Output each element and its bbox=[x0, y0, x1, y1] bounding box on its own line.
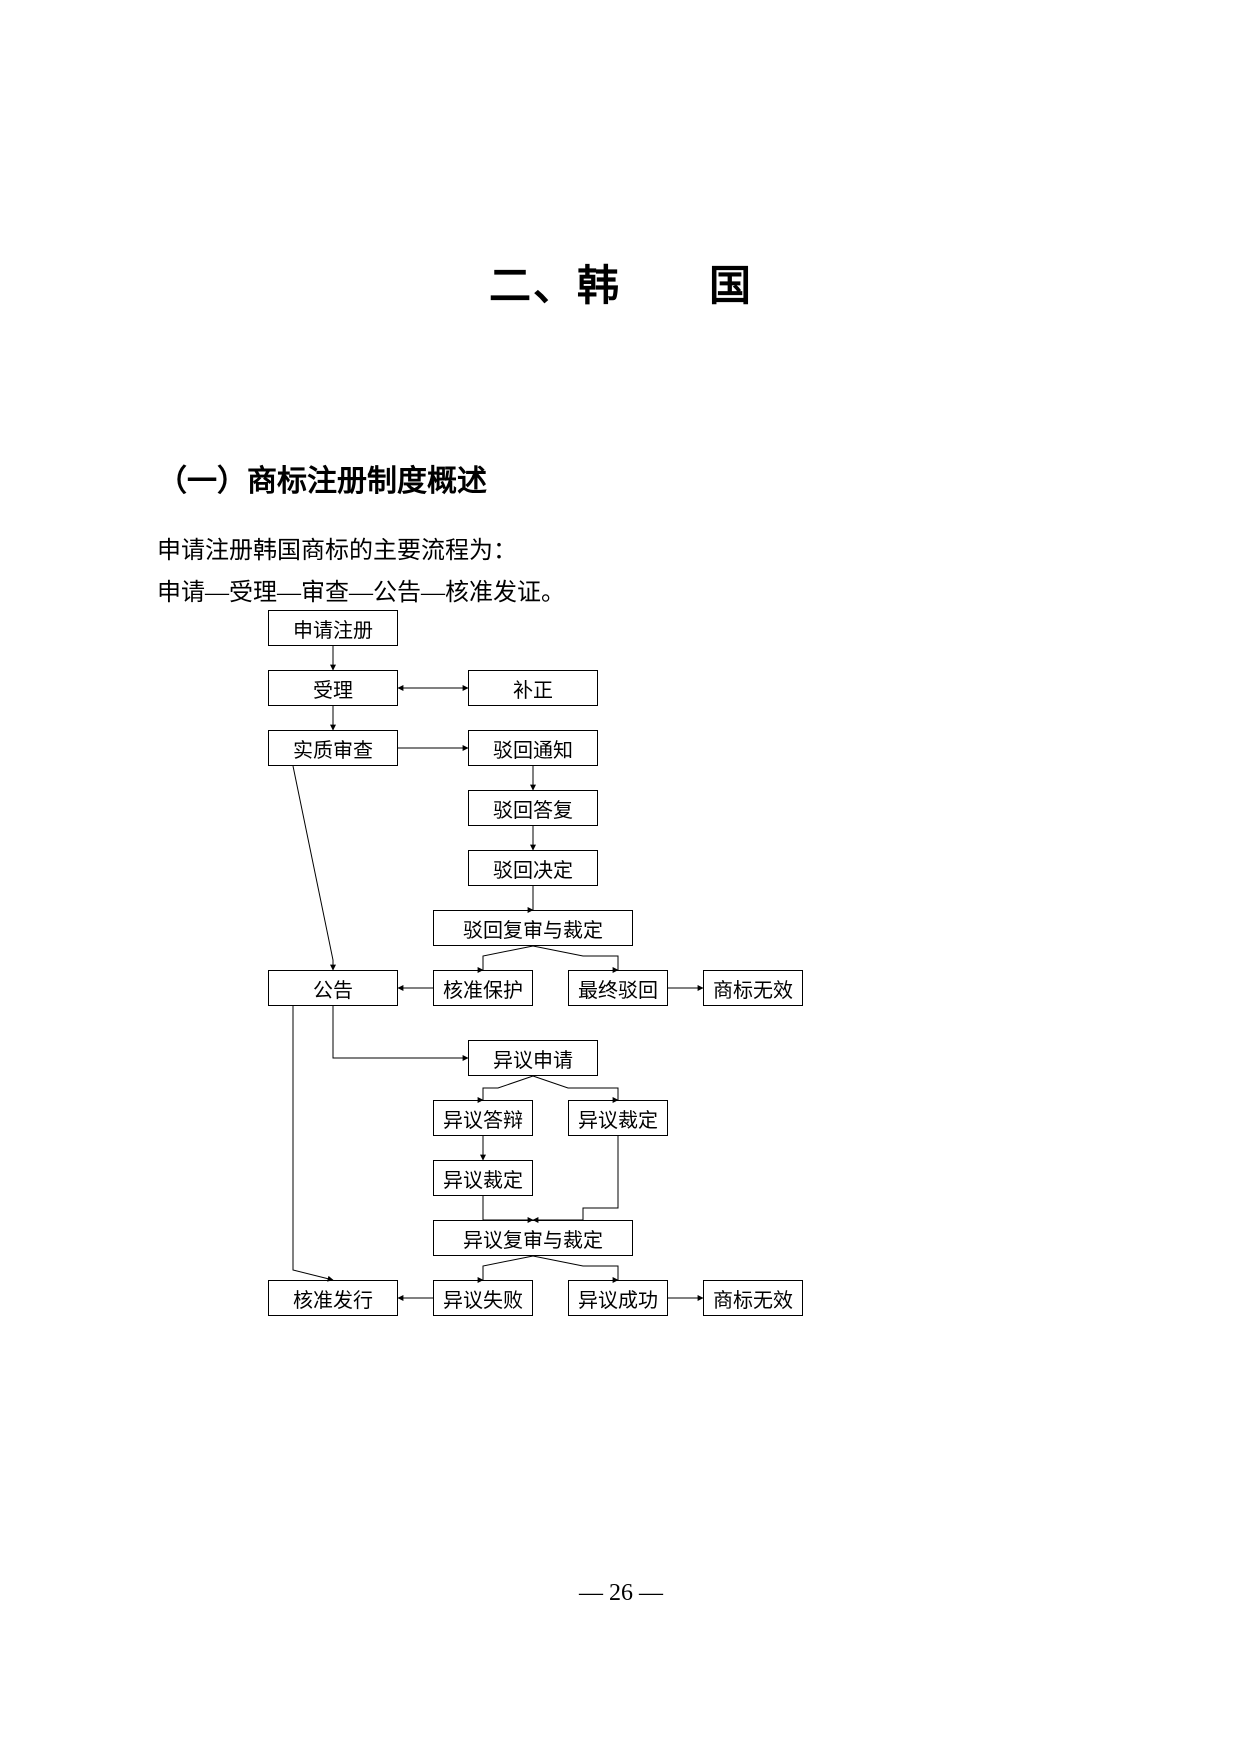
edge-19 bbox=[533, 1256, 618, 1280]
edge-22 bbox=[293, 1006, 333, 1280]
body-line-1: 申请注册韩国商标的主要流程为： bbox=[157, 530, 517, 565]
flowchart-edges bbox=[268, 610, 988, 1510]
edge-7 bbox=[483, 946, 533, 970]
edge-11 bbox=[293, 766, 333, 970]
edge-8 bbox=[533, 946, 618, 970]
edge-18 bbox=[483, 1256, 533, 1280]
section-heading: （一）商标注册制度概述 bbox=[157, 456, 487, 500]
edge-16 bbox=[483, 1196, 533, 1220]
page-number: — 26 — bbox=[0, 1580, 1242, 1607]
edge-13 bbox=[483, 1076, 533, 1100]
trademark-registration-flowchart: 申请注册受理补正实质审查驳回通知驳回答复驳回决定驳回复审与裁定公告核准保护最终驳… bbox=[268, 610, 988, 1510]
edge-14 bbox=[533, 1076, 618, 1100]
page-title: 二、韩 国 bbox=[0, 252, 1242, 313]
edge-17 bbox=[533, 1136, 618, 1220]
body-line-2: 申请—受理—审查—公告—核准发证。 bbox=[157, 572, 565, 607]
edge-12 bbox=[333, 1006, 468, 1058]
